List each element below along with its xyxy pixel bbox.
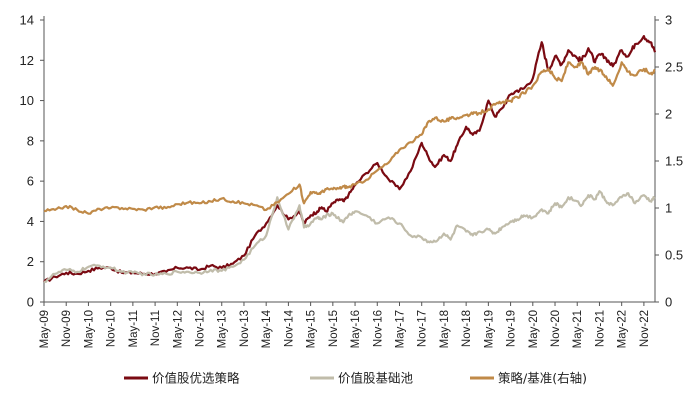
left-axis-tick-label: 10 (20, 93, 34, 108)
x-axis-tick-label: Nov-20 (550, 310, 562, 347)
left-axis-tick-label: 0 (27, 295, 34, 310)
x-axis-tick-label: May-13 (217, 310, 229, 348)
legend-label-2: 价值股基础池 (338, 371, 414, 386)
x-axis-tick-label: May-19 (483, 310, 495, 348)
x-axis-tick-label: May-15 (306, 310, 318, 348)
left-axis-tick-label: 14 (20, 13, 34, 28)
x-axis-tick-label: Nov-16 (372, 310, 384, 347)
x-axis-tick-label: Nov-09 (61, 310, 73, 347)
legend-label-3: 策略/基准(右轴) (498, 371, 587, 386)
right-axis-tick-label: 0.5 (665, 248, 683, 263)
right-axis-tick-label: 0 (665, 295, 672, 310)
x-axis-tick-label: Nov-13 (239, 310, 251, 347)
left-axis-tick-labels: 0 2 4 6 8 10 12 14 (20, 13, 34, 310)
x-axis-tick-label: Nov-15 (328, 310, 340, 347)
right-axis-tick-label: 1.5 (665, 154, 683, 169)
legend-label-1: 价值股优选策略 (152, 371, 240, 386)
x-axis-tick-label: May-09 (39, 310, 51, 348)
left-axis-tick-label: 6 (27, 174, 34, 189)
x-axis-tick-label: May-11 (128, 310, 140, 348)
right-axis-tick-labels: 0 0.5 1 1.5 2 2.5 3 (665, 13, 683, 310)
x-axis-tick-label: May-20 (528, 310, 540, 348)
x-axis-tick-label: Nov-21 (594, 310, 606, 347)
left-axis-tick-label: 12 (20, 53, 34, 68)
x-axis-tick-label: Nov-11 (150, 310, 162, 346)
series-lines (43, 34, 657, 283)
x-axis-tick-label: Nov-17 (417, 310, 429, 347)
x-axis-tick-label: Nov-10 (106, 310, 118, 347)
x-axis-tick-label: Nov-12 (195, 310, 207, 347)
left-axis-tick-label: 4 (27, 214, 34, 229)
axes (40, 16, 659, 306)
legend: 价值股优选策略 价值股基础池 策略/基准(右轴) (124, 371, 587, 386)
right-axis-tick-label: 3 (665, 13, 672, 28)
left-axis-tick-label: 2 (27, 254, 34, 269)
x-axis-tick-label: Nov-14 (283, 309, 295, 347)
x-axis-tick-label: May-18 (439, 310, 451, 348)
right-axis-tick-label: 2.5 (665, 60, 683, 75)
x-axis-tick-label: May-10 (83, 310, 95, 348)
x-axis-tick-label: Nov-19 (506, 310, 518, 347)
series-line-1 (43, 34, 657, 283)
right-axis-tick-label: 2 (665, 107, 672, 122)
x-axis-tick-label: May-21 (572, 310, 584, 348)
series-line-2 (43, 190, 656, 283)
x-axis-tick-label: Nov-18 (461, 310, 473, 347)
x-axis-tick-label: May-22 (617, 310, 629, 348)
x-axis-tick-label: May-14 (261, 309, 273, 348)
x-axis-tick-label: May-16 (350, 310, 362, 348)
right-axis-tick-label: 1 (665, 201, 672, 216)
left-axis-tick-label: 8 (27, 133, 34, 148)
x-axis-tick-labels: May-09 Nov-09 May-10 Nov-10 May-11 Nov-11 May-… (39, 309, 651, 348)
x-axis-tick-label: May-17 (394, 310, 406, 348)
series-line-3 (43, 60, 656, 215)
x-axis-tick-label: May-12 (172, 310, 184, 348)
x-axis-tick-label: Nov-22 (639, 310, 651, 347)
